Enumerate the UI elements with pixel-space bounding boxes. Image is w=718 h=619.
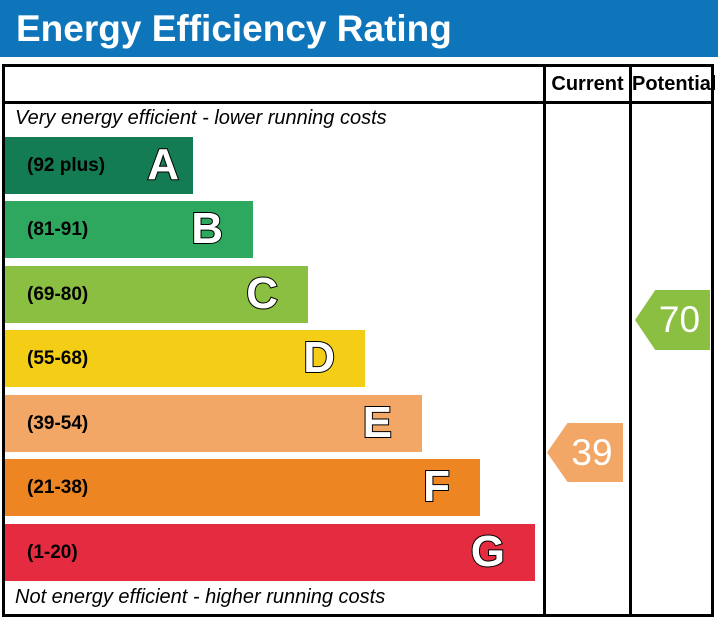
band-d-letter: D bbox=[302, 332, 336, 383]
title-bar: Energy Efficiency Rating bbox=[0, 0, 718, 57]
band-e-letter: E bbox=[362, 397, 393, 448]
band-c: (69-80) C bbox=[5, 266, 308, 323]
band-b-letter: B bbox=[190, 203, 224, 254]
current-column-header: Current bbox=[551, 73, 624, 95]
band-f: (21-38) F bbox=[5, 459, 480, 516]
header-underline bbox=[5, 101, 711, 104]
band-c-range-label: (69-80) bbox=[27, 284, 89, 305]
current-rating-value: 39 bbox=[571, 432, 613, 473]
band-f-range-label: (21-38) bbox=[27, 477, 89, 498]
current-rating-arrow: 39 bbox=[547, 423, 623, 482]
potential-rating-arrow: 70 bbox=[635, 290, 710, 350]
potential-column-header: Potential bbox=[632, 73, 717, 95]
band-b: (81-91) B bbox=[5, 201, 253, 258]
band-g: (1-20) G bbox=[5, 524, 535, 581]
potential-rating-value: 70 bbox=[658, 299, 701, 340]
band-d-range-label: (55-68) bbox=[27, 348, 89, 369]
top-note: Very energy efficient - lower running co… bbox=[15, 107, 387, 129]
band-a: (92 plus) A bbox=[5, 137, 193, 194]
page-title: Energy Efficiency Rating bbox=[16, 8, 452, 49]
bottom-note: Not energy efficient - higher running co… bbox=[15, 586, 386, 608]
current-column-divider bbox=[543, 67, 546, 614]
band-e: (39-54) E bbox=[5, 395, 422, 452]
band-d: (55-68) D bbox=[5, 330, 365, 387]
band-b-range-label: (81-91) bbox=[27, 219, 89, 240]
band-c-letter: C bbox=[245, 268, 279, 319]
band-g-letter: G bbox=[470, 526, 506, 577]
band-e-range-label: (39-54) bbox=[27, 413, 89, 434]
rating-table: Current Potential Very energy efficient … bbox=[2, 64, 717, 617]
band-a-range-label: (92 plus) bbox=[27, 155, 106, 176]
band-g-range-label: (1-20) bbox=[27, 542, 78, 563]
band-a-letter: A bbox=[146, 139, 180, 190]
band-f-letter: F bbox=[422, 461, 451, 512]
potential-column-divider bbox=[629, 67, 632, 614]
